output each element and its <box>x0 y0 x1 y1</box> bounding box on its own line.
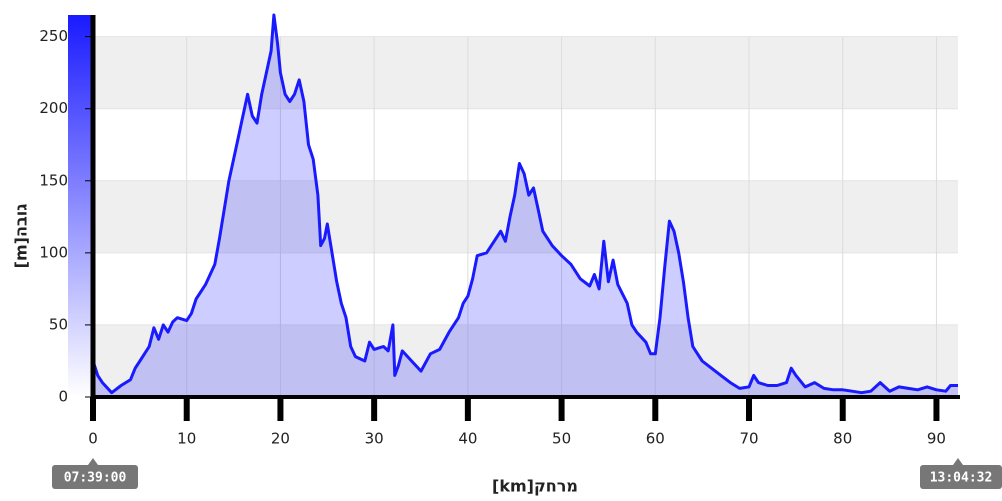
grid-band <box>93 36 958 109</box>
start-time-pointer <box>88 458 98 465</box>
y-tick-label: 100 <box>39 243 68 261</box>
x-tick-label: 0 <box>88 430 98 448</box>
y-tick-label: 150 <box>39 171 68 189</box>
x-tick-label: 40 <box>458 430 477 448</box>
x-axis-title: מרחק[km] <box>492 477 578 496</box>
y-tick-label: 0 <box>58 388 68 406</box>
end-time: 13:04:32 <box>930 471 993 486</box>
grid-band <box>93 180 958 253</box>
y-tick-label: 200 <box>39 99 68 117</box>
area-fill <box>93 15 958 397</box>
start-time-box <box>52 465 138 489</box>
y-tick-label: 50 <box>49 315 68 333</box>
start-time: 07:39:00 <box>64 471 127 486</box>
x-tick-label: 20 <box>271 430 290 448</box>
x-tick-label: 60 <box>646 430 665 448</box>
y-tick-label: 250 <box>39 27 68 45</box>
grid-band <box>93 324 958 397</box>
y-axis-title: גובה[m] <box>12 204 31 269</box>
x-tick-label: 80 <box>833 430 852 448</box>
x-tick-label: 10 <box>177 430 196 448</box>
x-tick-label: 90 <box>927 430 946 448</box>
area-line <box>91 13 958 395</box>
end-time-pointer <box>953 458 963 465</box>
x-tick-label: 50 <box>552 430 571 448</box>
x-tick-label: 70 <box>739 430 758 448</box>
y-axis-gradient <box>68 15 92 397</box>
end-time-box <box>920 465 1002 489</box>
x-tick-label: 30 <box>365 430 384 448</box>
